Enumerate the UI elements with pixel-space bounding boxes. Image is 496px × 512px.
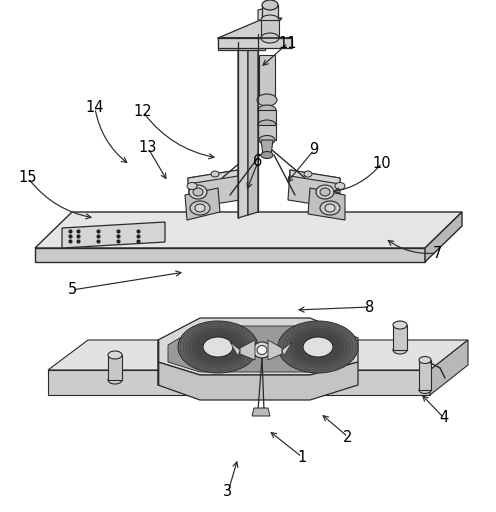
Ellipse shape: [189, 328, 247, 366]
Ellipse shape: [211, 171, 219, 177]
Polygon shape: [48, 340, 468, 370]
Ellipse shape: [335, 182, 345, 189]
Ellipse shape: [278, 321, 358, 373]
Ellipse shape: [187, 182, 197, 189]
Polygon shape: [168, 326, 348, 372]
Polygon shape: [259, 55, 275, 100]
Polygon shape: [188, 170, 238, 184]
Ellipse shape: [303, 337, 333, 357]
Text: 12: 12: [134, 104, 152, 119]
Ellipse shape: [262, 0, 278, 10]
Polygon shape: [261, 140, 273, 155]
Text: 13: 13: [139, 140, 157, 156]
Ellipse shape: [316, 185, 334, 199]
Ellipse shape: [304, 171, 312, 177]
Polygon shape: [258, 125, 276, 140]
Polygon shape: [238, 38, 248, 218]
Ellipse shape: [192, 330, 244, 364]
Ellipse shape: [258, 120, 276, 130]
Text: 1: 1: [298, 450, 307, 464]
Text: 4: 4: [439, 411, 448, 425]
Polygon shape: [158, 318, 358, 375]
Polygon shape: [258, 5, 278, 20]
Ellipse shape: [186, 326, 250, 368]
Polygon shape: [230, 342, 240, 356]
Ellipse shape: [261, 15, 279, 25]
Ellipse shape: [280, 323, 356, 372]
Text: 15: 15: [19, 170, 37, 185]
Text: 7: 7: [433, 245, 441, 261]
Polygon shape: [288, 170, 340, 208]
Ellipse shape: [178, 321, 258, 373]
Ellipse shape: [261, 152, 273, 159]
Ellipse shape: [253, 342, 271, 358]
Text: 8: 8: [366, 300, 374, 314]
Polygon shape: [218, 38, 292, 48]
Polygon shape: [240, 340, 255, 360]
Polygon shape: [425, 212, 462, 262]
Ellipse shape: [320, 201, 340, 215]
Polygon shape: [430, 340, 468, 395]
Ellipse shape: [393, 321, 407, 329]
Ellipse shape: [108, 376, 122, 384]
Ellipse shape: [393, 346, 407, 354]
Ellipse shape: [419, 387, 431, 394]
Polygon shape: [218, 18, 282, 38]
Ellipse shape: [189, 185, 207, 199]
Polygon shape: [48, 370, 430, 395]
Ellipse shape: [257, 94, 277, 106]
Polygon shape: [248, 34, 258, 215]
Polygon shape: [35, 248, 425, 262]
Text: 3: 3: [223, 484, 233, 500]
Ellipse shape: [203, 337, 233, 357]
Polygon shape: [290, 170, 340, 184]
Ellipse shape: [183, 324, 253, 370]
Polygon shape: [308, 188, 345, 220]
Polygon shape: [258, 110, 276, 125]
Polygon shape: [419, 360, 431, 390]
Polygon shape: [218, 38, 265, 50]
Text: 9: 9: [310, 142, 318, 158]
Polygon shape: [108, 355, 122, 380]
Polygon shape: [62, 222, 165, 248]
Ellipse shape: [419, 356, 431, 364]
Polygon shape: [282, 342, 292, 356]
Polygon shape: [252, 408, 270, 416]
Text: 11: 11: [279, 35, 297, 51]
Ellipse shape: [261, 33, 279, 43]
Ellipse shape: [325, 204, 335, 212]
Ellipse shape: [195, 332, 241, 362]
Ellipse shape: [193, 188, 203, 196]
Ellipse shape: [289, 328, 347, 366]
Ellipse shape: [283, 324, 353, 370]
Ellipse shape: [286, 326, 350, 368]
Polygon shape: [185, 188, 220, 220]
Polygon shape: [393, 325, 407, 350]
Ellipse shape: [258, 105, 276, 115]
Ellipse shape: [190, 201, 210, 215]
Ellipse shape: [292, 330, 344, 364]
Text: 14: 14: [86, 100, 104, 116]
Polygon shape: [261, 20, 279, 38]
Ellipse shape: [320, 188, 330, 196]
Polygon shape: [158, 362, 358, 400]
Ellipse shape: [108, 351, 122, 359]
Ellipse shape: [257, 346, 267, 354]
Polygon shape: [35, 212, 462, 248]
Ellipse shape: [259, 136, 275, 144]
Text: 5: 5: [67, 283, 76, 297]
Polygon shape: [262, 5, 278, 20]
Ellipse shape: [180, 323, 256, 372]
Ellipse shape: [295, 332, 341, 362]
Polygon shape: [188, 170, 240, 208]
Polygon shape: [268, 340, 282, 360]
Text: 6: 6: [253, 155, 262, 169]
Text: 10: 10: [372, 156, 391, 170]
Ellipse shape: [195, 204, 205, 212]
Text: 2: 2: [343, 430, 353, 444]
